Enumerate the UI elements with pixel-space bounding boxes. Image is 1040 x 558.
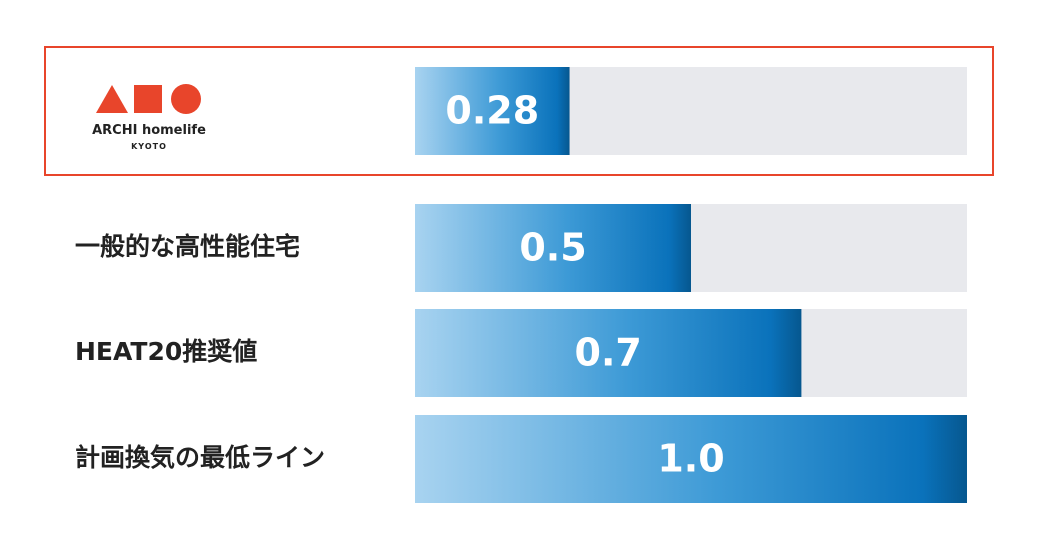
logo-square [134, 85, 162, 113]
bar [415, 67, 570, 155]
bar [415, 415, 967, 503]
logo: ARCHI homelife KYOTO [92, 84, 206, 151]
bar [415, 309, 802, 397]
logo-name: ARCHI homelife [92, 123, 206, 138]
category-label: HEAT20推奨値 [75, 337, 257, 366]
value-label: 0.5 [519, 226, 586, 270]
logo-location: KYOTO [131, 142, 167, 151]
highlight-box [44, 46, 994, 176]
bar [415, 204, 691, 292]
value-label: 1.0 [657, 437, 724, 481]
value-label: 0.7 [575, 331, 642, 375]
category-label: 一般的な高性能住宅 [75, 232, 300, 261]
logo-triangle [96, 85, 128, 113]
value-label: 0.28 [445, 89, 539, 133]
logo-circle [171, 84, 201, 114]
category-label: 計画換気の最低ライン [75, 443, 325, 472]
